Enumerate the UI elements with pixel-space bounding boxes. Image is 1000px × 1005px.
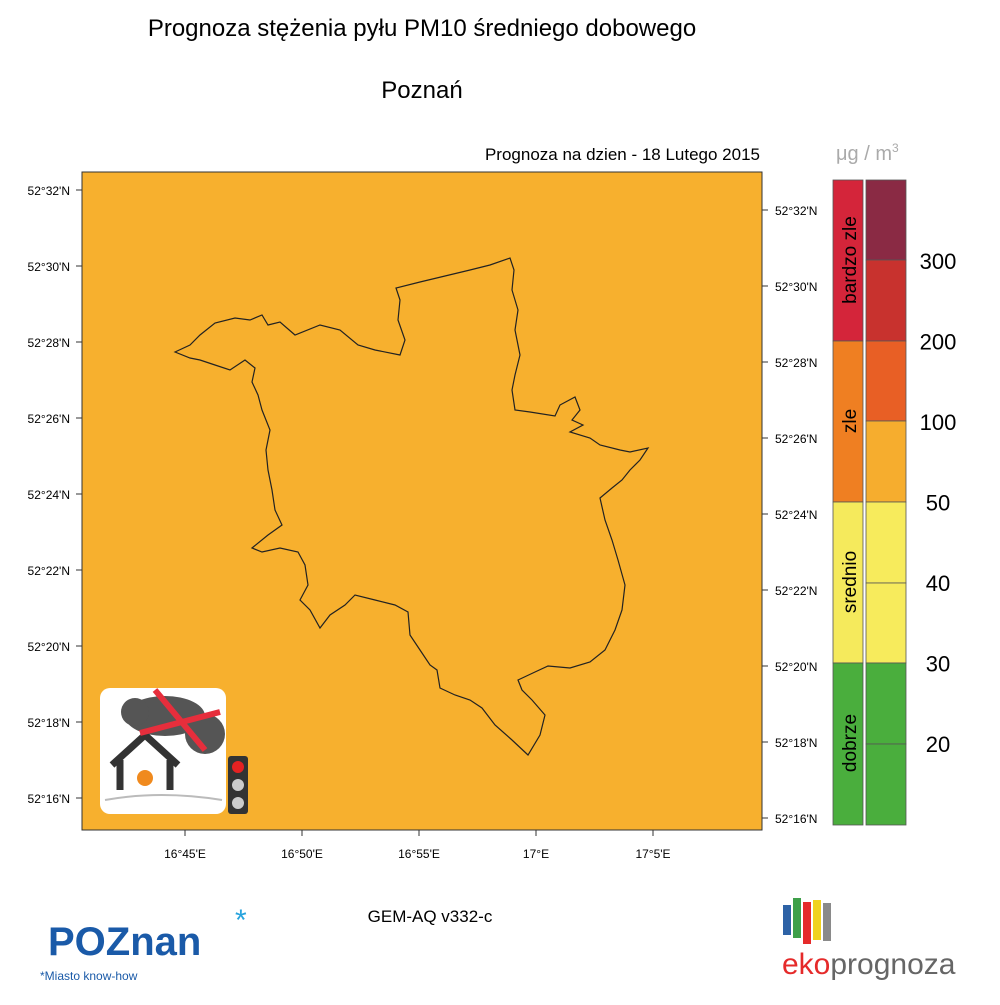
class-box [832, 501, 864, 664]
unit: μg / m3 [836, 141, 899, 165]
logo-suffix: prognoza [830, 948, 955, 981]
threshold-label: 20 [926, 732, 950, 757]
lon-label: 16°45'E [164, 847, 206, 861]
lat-label: 52°22'N [28, 564, 70, 578]
ekoprognoza-logo: ekoprognoza [782, 898, 956, 981]
scale-box [865, 582, 907, 664]
threshold-label: 50 [926, 491, 950, 516]
lat-label: 52°28'N [775, 356, 817, 370]
poznan-logo: POZnan * *Miasto know-how [40, 904, 247, 983]
lat-label: 52°22'N [775, 584, 817, 598]
lat-label: 52°20'N [775, 660, 817, 674]
city: Poznań [381, 77, 462, 104]
lat-label: 52°24'N [28, 488, 70, 502]
logo-text: ekoprognoza [782, 948, 956, 981]
house [109, 730, 181, 790]
smoke [185, 714, 225, 754]
class-box [832, 662, 864, 826]
logo-prefix: eko [782, 948, 830, 981]
class-box [832, 179, 864, 342]
scale-box [865, 501, 907, 584]
class-label: zle [840, 409, 861, 433]
logo-bar [783, 905, 791, 935]
logo-bar [793, 898, 801, 938]
fire [137, 770, 153, 786]
smoke [121, 698, 149, 726]
ground [104, 794, 223, 801]
lat-label: 52°26'N [28, 412, 70, 426]
lat-label: 52°30'N [28, 260, 70, 274]
threshold-label: 30 [926, 652, 950, 677]
light-red [232, 761, 244, 773]
city-boundary [173, 257, 650, 756]
logo-star: * [235, 904, 247, 937]
threshold-label: 40 [926, 571, 950, 596]
lat-label: 52°20'N [28, 640, 70, 654]
logo-text: POZnan [48, 920, 201, 964]
threshold-label: 200 [920, 330, 957, 355]
legend: μg / m3 bardzo zle zle srednio dobrze 300 20… [832, 141, 957, 826]
scale-box [865, 420, 907, 503]
lat-label: 52°16'N [28, 792, 70, 806]
class-box [832, 340, 864, 503]
unit-exponent: 3 [892, 141, 899, 155]
logo-tagline: *Miasto know-how [40, 969, 138, 983]
threshold-label: 100 [920, 410, 957, 435]
class-label: srednio [840, 551, 861, 613]
lat-label: 52°16'N [775, 812, 817, 826]
lat-label: 52°28'N [28, 336, 70, 350]
logo-bar [813, 900, 821, 940]
lon-label: 16°55'E [398, 847, 440, 861]
scale-box [865, 340, 907, 422]
lon-label: 17°5'E [635, 847, 670, 861]
light [232, 797, 244, 809]
scale-box [865, 179, 907, 261]
lat-label: 52°32'N [775, 204, 817, 218]
lat-label: 52°24'N [775, 508, 817, 522]
light [232, 779, 244, 791]
unit-base: μg / m [836, 143, 892, 165]
lon-label: 16°50'E [281, 847, 323, 861]
lat-label: 52°32'N [28, 184, 70, 198]
cross [139, 709, 221, 736]
scale-box [865, 743, 907, 826]
title: Prognoza stężenia pyłu PM10 średniego do… [148, 15, 696, 42]
lat-label: 52°18'N [775, 736, 817, 750]
class-label: dobrze [840, 714, 861, 772]
scale-box [865, 259, 907, 342]
lon-label: 17°E [523, 847, 549, 861]
logo-bar [803, 902, 811, 944]
lat-label: 52°30'N [775, 280, 817, 294]
no-burning-icon [100, 688, 248, 814]
lat-label: 52°18'N [28, 716, 70, 730]
model-name: GEM-AQ v332-c [368, 907, 493, 926]
class-label: bardzo zle [840, 216, 861, 304]
threshold-label: 300 [920, 249, 957, 274]
forecast-date: Prognoza na dzien - 18 Lutego 2015 [485, 145, 760, 164]
logo-bar [823, 903, 831, 941]
lat-label: 52°26'N [775, 432, 817, 446]
scale-box [865, 662, 907, 745]
